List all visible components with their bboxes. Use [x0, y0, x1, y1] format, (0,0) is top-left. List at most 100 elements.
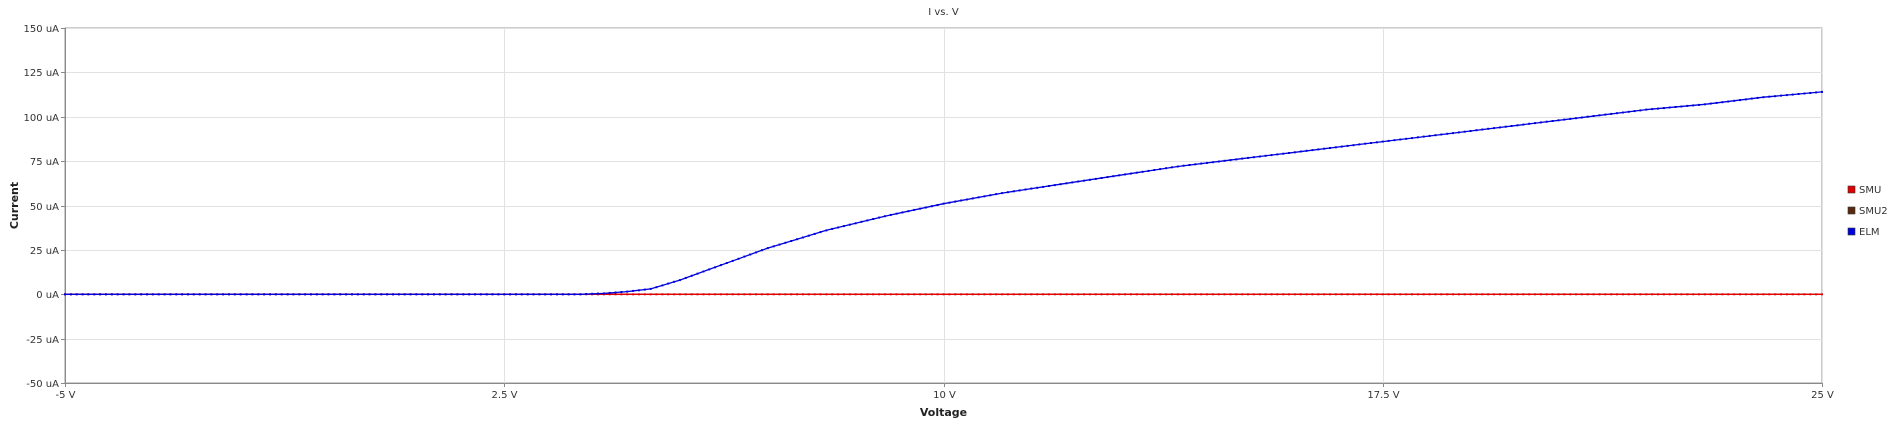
- data-point: [1317, 293, 1320, 296]
- data-point: [667, 282, 670, 285]
- data-point: [1153, 293, 1156, 296]
- data-point: [1674, 293, 1677, 296]
- data-point: [450, 293, 453, 296]
- data-point: [1358, 293, 1361, 296]
- data-point: [696, 293, 699, 296]
- data-point: [1311, 293, 1314, 296]
- data-point: [1194, 163, 1197, 166]
- chart-title: I vs. V: [928, 7, 959, 18]
- data-point: [1393, 293, 1396, 296]
- data-point: [315, 293, 318, 296]
- data-point: [327, 293, 330, 296]
- data-point: [1165, 167, 1168, 170]
- data-point: [462, 293, 465, 296]
- legend-item-smu[interactable]: SMU: [1847, 185, 1881, 196]
- data-point: [1247, 293, 1249, 296]
- x-tick-label: 2.5 V: [492, 390, 518, 401]
- data-point: [942, 293, 945, 296]
- data-point: [1346, 144, 1349, 147]
- data-point: [1539, 121, 1542, 124]
- data-point: [1598, 293, 1601, 296]
- data-point: [204, 293, 207, 296]
- data-point: [954, 200, 957, 203]
- data-point: [1510, 125, 1513, 127]
- data-point: [1235, 158, 1238, 161]
- data-point: [1211, 293, 1214, 296]
- data-point: [1493, 293, 1495, 296]
- data-point: [1381, 140, 1384, 143]
- data-point: [1487, 127, 1490, 130]
- data-point: [1135, 293, 1138, 296]
- data-point: [1411, 293, 1413, 296]
- data-point: [497, 293, 500, 296]
- data-point: [1018, 189, 1021, 192]
- data-point: [1639, 293, 1642, 296]
- data-point: [778, 293, 781, 296]
- data-point: [187, 293, 189, 296]
- data-point: [1194, 293, 1197, 296]
- data-point: [655, 286, 658, 289]
- data-point: [1182, 293, 1185, 296]
- data-point: [1481, 128, 1484, 131]
- data-point: [901, 211, 904, 214]
- data-point: [860, 220, 863, 223]
- data-point: [1042, 293, 1045, 296]
- data-point: [842, 293, 845, 296]
- data-point: [1176, 293, 1179, 296]
- data-point: [1258, 293, 1261, 296]
- data-point: [1645, 108, 1648, 111]
- data-point: [1053, 184, 1056, 187]
- data-point: [1551, 120, 1554, 122]
- legend-item-elm[interactable]: ELM: [1847, 227, 1880, 238]
- y-tick-label: 50 uA: [30, 202, 59, 213]
- data-point: [1077, 293, 1080, 296]
- data-point: [1815, 91, 1818, 94]
- data-point: [1750, 293, 1753, 296]
- data-point: [69, 293, 72, 296]
- data-point: [1610, 112, 1613, 115]
- data-point: [1815, 293, 1818, 296]
- data-point: [1516, 124, 1519, 127]
- data-point: [632, 293, 635, 296]
- data-point: [175, 293, 178, 296]
- data-point: [1411, 137, 1413, 140]
- data-point: [1416, 293, 1419, 296]
- data-point: [725, 262, 728, 264]
- data-point: [1703, 293, 1706, 296]
- data-point: [368, 293, 371, 296]
- data-point: [134, 293, 137, 296]
- data-point: [649, 287, 652, 290]
- data-point: [1604, 113, 1607, 116]
- data-point: [532, 293, 535, 296]
- data-point: [1083, 179, 1086, 182]
- data-point: [561, 293, 564, 296]
- series-layer: [64, 90, 1823, 296]
- data-point: [233, 293, 236, 296]
- data-point: [755, 251, 758, 254]
- data-point: [1592, 293, 1595, 296]
- data-point: [1323, 147, 1326, 150]
- data-point: [1217, 160, 1220, 163]
- legend-item-smu2[interactable]: SMU2: [1847, 206, 1888, 217]
- data-point: [1481, 293, 1484, 296]
- data-point: [1657, 107, 1659, 110]
- data-point: [1077, 180, 1080, 183]
- data-point: [1569, 293, 1572, 296]
- data-point: [99, 293, 102, 296]
- data-point: [1264, 154, 1267, 157]
- data-point: [1709, 293, 1712, 296]
- data-point: [1334, 293, 1337, 296]
- data-point: [1071, 293, 1074, 296]
- data-point: [356, 293, 359, 296]
- data-point: [1563, 293, 1566, 296]
- data-point: [1616, 293, 1618, 296]
- data-point: [1223, 159, 1226, 162]
- data-point: [362, 293, 365, 296]
- data-point: [1457, 131, 1460, 134]
- data-point: [239, 293, 242, 296]
- data-point: [643, 288, 646, 291]
- data-point: [1323, 293, 1326, 296]
- data-point: [1785, 293, 1788, 296]
- y-tick-label: 0 uA: [36, 290, 59, 301]
